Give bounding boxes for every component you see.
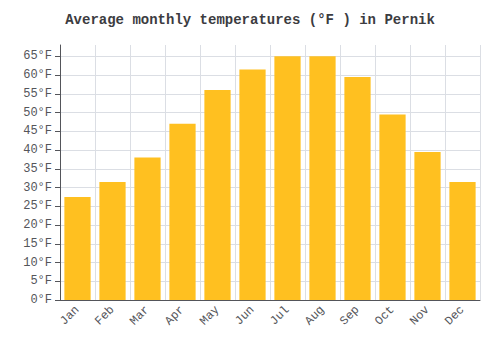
svg-text:50°F: 50°F [23, 106, 52, 120]
svg-text:60°F: 60°F [23, 68, 52, 82]
svg-text:May: May [197, 303, 222, 328]
svg-text:65°F: 65°F [23, 49, 52, 63]
svg-text:35°F: 35°F [23, 162, 52, 176]
svg-text:5°F: 5°F [30, 274, 52, 288]
svg-text:Nov: Nov [407, 303, 432, 328]
svg-text:45°F: 45°F [23, 124, 52, 138]
svg-text:Oct: Oct [372, 303, 397, 328]
svg-text:30°F: 30°F [23, 181, 52, 195]
svg-text:Sep: Sep [337, 303, 362, 328]
svg-text:Feb: Feb [92, 303, 117, 328]
svg-text:Aug: Aug [302, 303, 327, 328]
svg-text:15°F: 15°F [23, 237, 52, 251]
svg-text:0°F: 0°F [30, 293, 52, 307]
svg-text:Jul: Jul [267, 303, 292, 328]
svg-text:10°F: 10°F [23, 256, 52, 270]
svg-text:25°F: 25°F [23, 199, 52, 213]
svg-text:55°F: 55°F [23, 87, 52, 101]
svg-text:20°F: 20°F [23, 218, 52, 232]
svg-text:Mar: Mar [127, 303, 152, 328]
svg-text:Apr: Apr [162, 303, 187, 328]
svg-text:Average monthly temperatures (: Average monthly temperatures (°F ) in Pe… [65, 12, 435, 28]
svg-text:Jun: Jun [232, 303, 257, 328]
svg-text:Dec: Dec [442, 303, 467, 328]
svg-text:Jan: Jan [57, 303, 82, 328]
svg-text:40°F: 40°F [23, 143, 52, 157]
